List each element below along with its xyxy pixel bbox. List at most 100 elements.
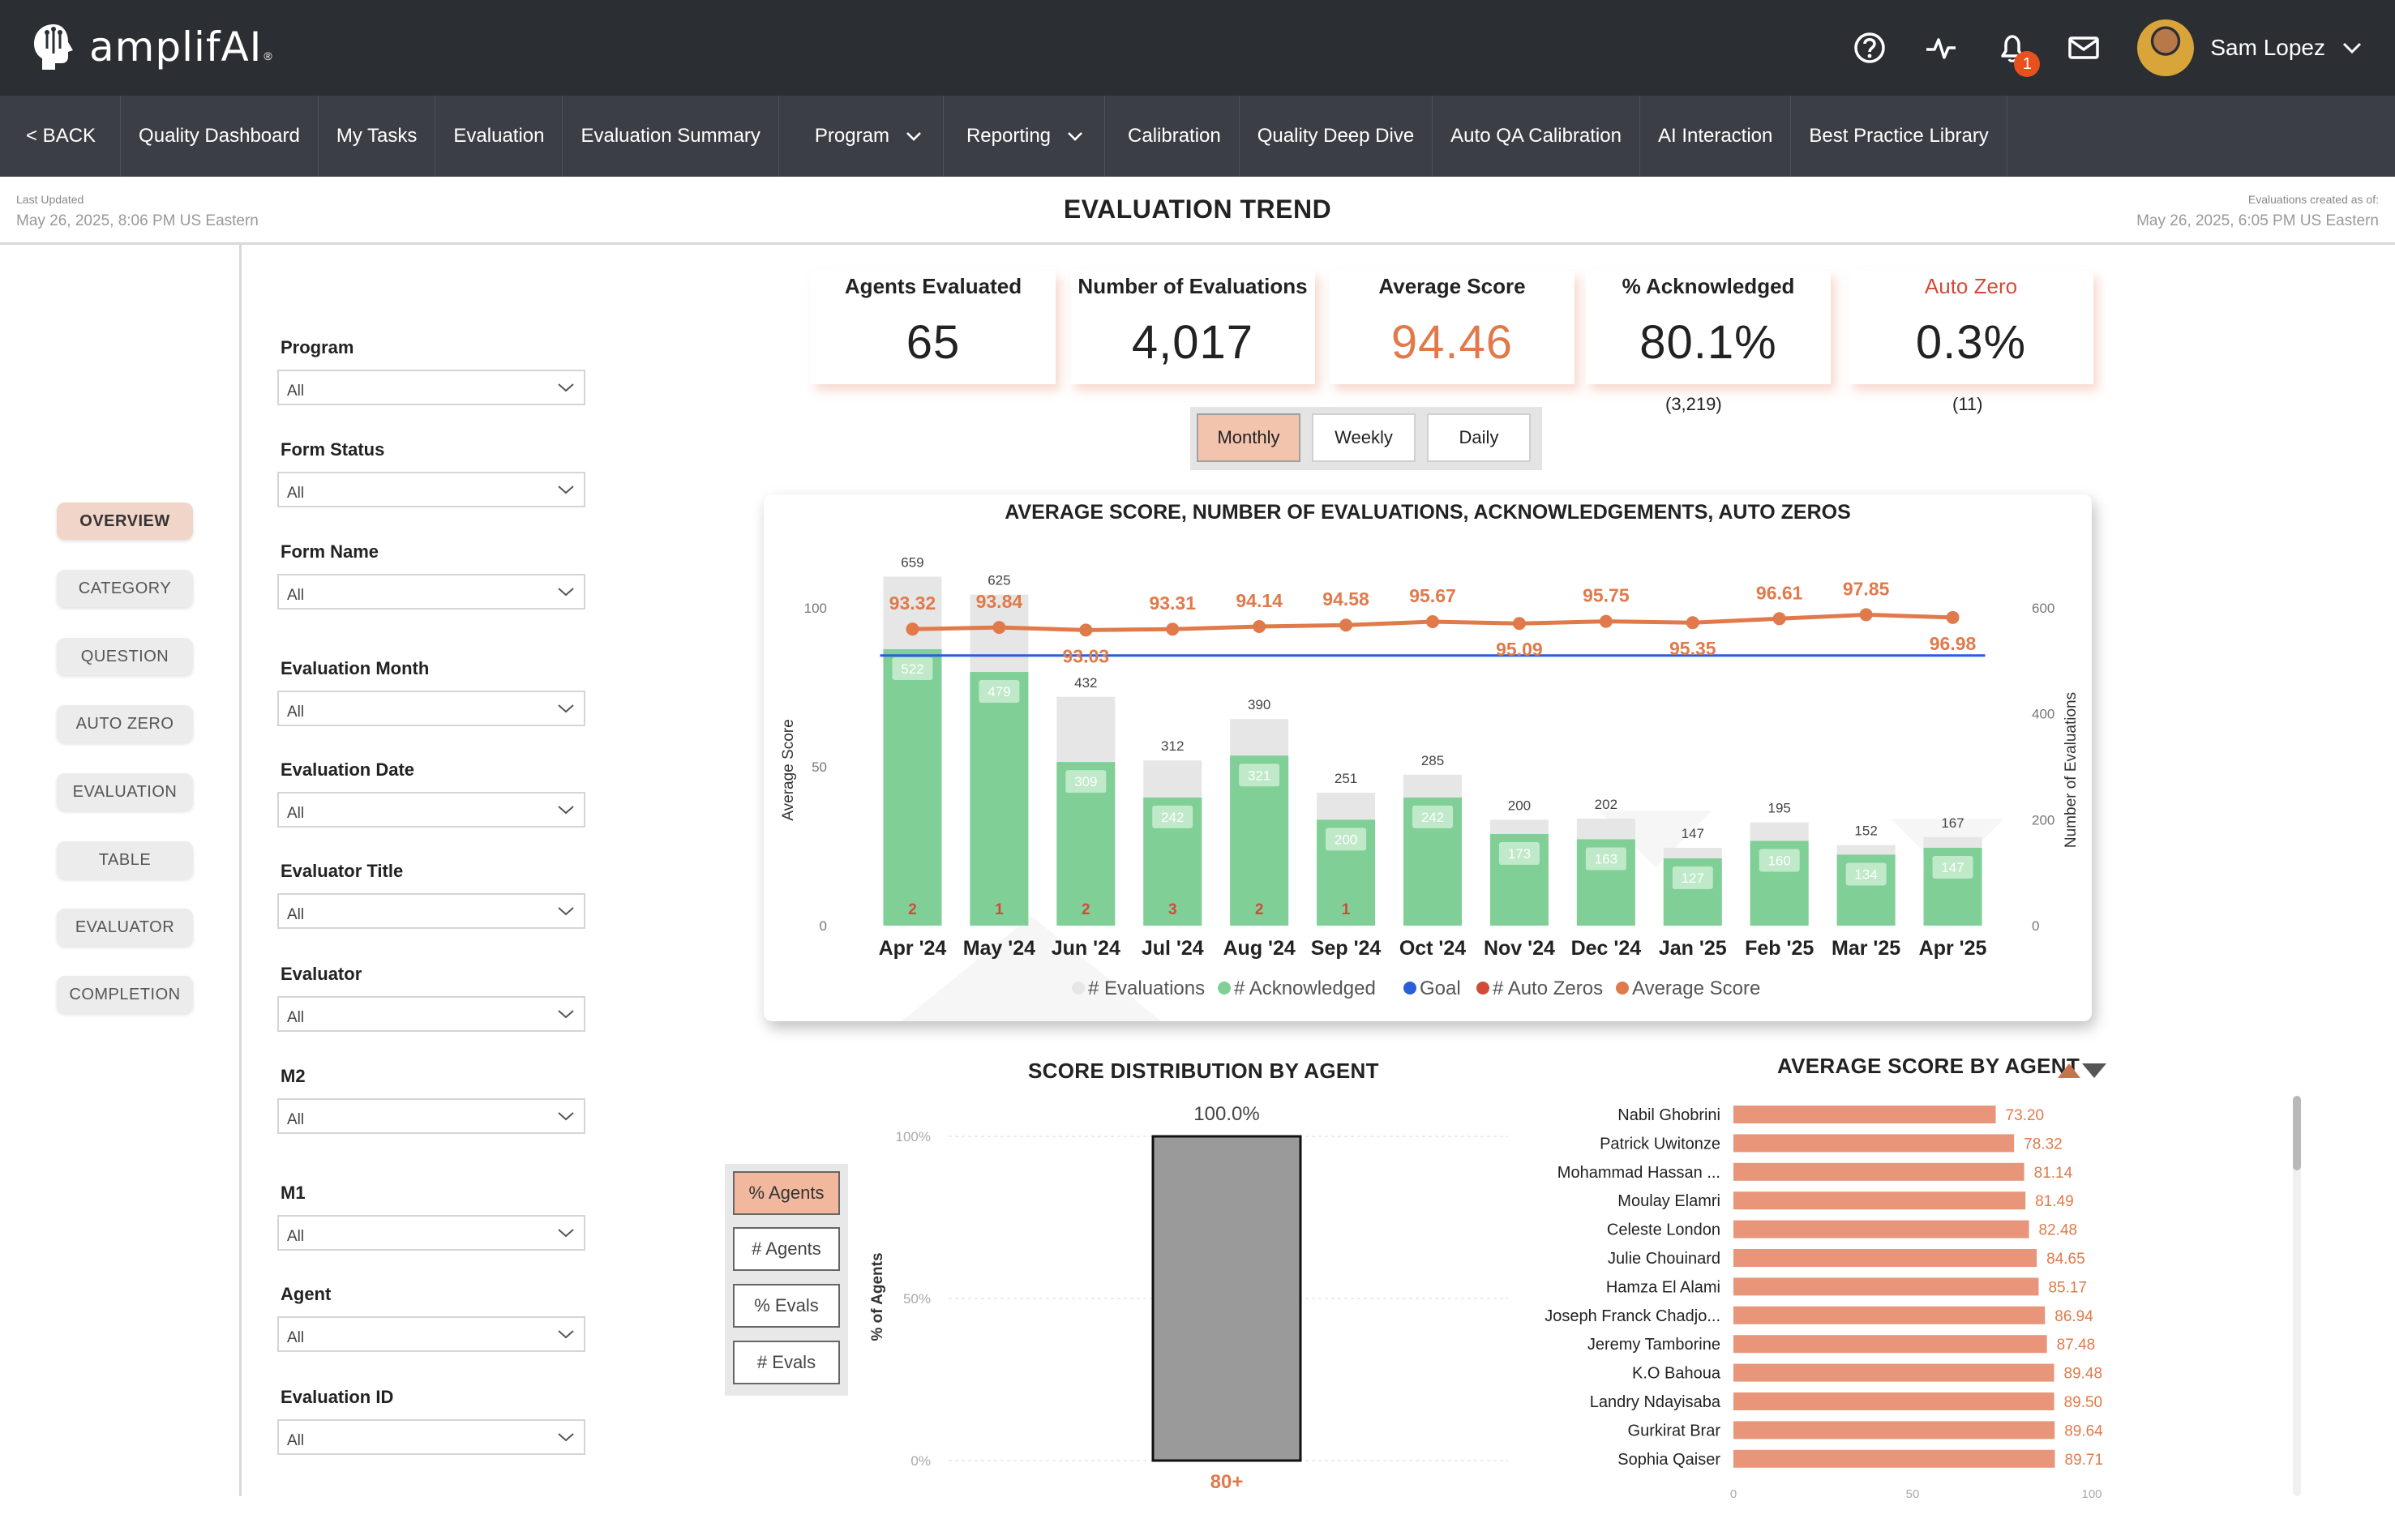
notification-bell-icon[interactable]: 1: [1994, 30, 2041, 77]
sidebar-item-table[interactable]: TABLE: [57, 841, 193, 879]
agent-name-label: Nabil Ghobrini: [1617, 1106, 1720, 1124]
nav-my-tasks[interactable]: My Tasks: [319, 96, 436, 177]
y2-tick-label: 400: [2032, 707, 2054, 722]
average-score-data-label: 96.98: [1930, 633, 1977, 654]
kpi-number-of-evaluations: Number of Evaluations 4,017: [1070, 271, 1315, 384]
nav-ai-interaction[interactable]: AI Interaction: [1640, 96, 1792, 177]
filter-select-agent[interactable]: All: [277, 1316, 585, 1352]
acknowledged-label-box: [1845, 862, 1887, 886]
filter-select-program[interactable]: All: [277, 370, 585, 405]
sidebar-item-overview[interactable]: OVERVIEW: [57, 503, 193, 540]
agent-score-data-label: 89.48: [2064, 1366, 2103, 1383]
sidebar-item-completion[interactable]: COMPLETION: [57, 976, 193, 1013]
acknowledged-data-label: 163: [1595, 852, 1617, 867]
nav-evaluation[interactable]: Evaluation: [435, 96, 563, 177]
user-menu[interactable]: Sam Lopez: [2137, 19, 2363, 76]
average-score-point: [1772, 612, 1786, 626]
back-link[interactable]: < BACK: [0, 96, 122, 177]
count-evals-button[interactable]: # Evals: [733, 1341, 840, 1384]
agent-name-label: Julie Chouinard: [1608, 1250, 1720, 1268]
count-agents-button[interactable]: # Agents: [733, 1227, 840, 1271]
agent-score-data-label: 81.49: [2035, 1193, 2074, 1210]
evaluations-data-label: 390: [1248, 697, 1270, 712]
weekly-button[interactable]: Weekly: [1312, 413, 1416, 462]
top-bar: amplifAI ® 1 Sam Lopez: [0, 0, 2395, 96]
chevron-down-icon: [1068, 132, 1082, 141]
evaluations-data-label: 195: [1768, 801, 1791, 816]
average-score-point: [1166, 622, 1180, 636]
nav-reporting[interactable]: Reporting: [944, 96, 1106, 177]
average-score-point: [1339, 618, 1353, 632]
filter-select-m2[interactable]: All: [277, 1098, 585, 1134]
agent-score-data-label: 87.48: [2057, 1337, 2096, 1354]
average-score-data-label: 96.61: [1756, 582, 1803, 603]
acknowledged-label-box: [1932, 855, 1973, 879]
acknowledged-label-box: [1326, 828, 1367, 851]
agent-score-data-label: 86.94: [2054, 1308, 2093, 1325]
percent-agents-button[interactable]: % Agents: [733, 1171, 840, 1215]
x-tick-label: 100: [2081, 1487, 2102, 1501]
auto-zero-data-label: 2: [1255, 901, 1264, 918]
y2-axis-title: Number of Evaluations: [2063, 692, 2080, 848]
average-score-point: [1253, 619, 1266, 633]
percent-evals-button[interactable]: % Evals: [733, 1284, 840, 1328]
nav-calibration[interactable]: Calibration: [1105, 96, 1240, 177]
nav-quality-deep-dive[interactable]: Quality Deep Dive: [1240, 96, 1433, 177]
acknowledged-label-box: [1759, 849, 1800, 872]
sidebar-item-auto-zero[interactable]: AUTO ZERO: [57, 705, 193, 742]
filter-select-evaluation-id[interactable]: All: [277, 1419, 585, 1455]
nav-evaluation-summary[interactable]: Evaluation Summary: [563, 96, 779, 177]
filter-select-m1[interactable]: All: [277, 1215, 585, 1251]
chevron-down-icon: [558, 383, 574, 392]
brand-logo[interactable]: amplifAI ®: [31, 21, 272, 73]
filter-select-evaluator-title[interactable]: All: [277, 893, 585, 929]
acknowledged-label-box: [892, 657, 933, 680]
average-score-data-label: 94.14: [1236, 590, 1283, 611]
agent-score-data-label: 89.71: [2065, 1452, 2104, 1469]
filter-select-form-name[interactable]: All: [277, 574, 585, 610]
activity-icon[interactable]: [1923, 30, 1959, 66]
filter-select-form-status[interactable]: All: [277, 472, 585, 507]
notification-badge: 1: [2014, 51, 2041, 77]
filter-select-evaluation-date[interactable]: All: [277, 792, 585, 828]
evaluations-data-label: 659: [901, 554, 923, 570]
nav-program[interactable]: Program: [779, 96, 944, 177]
agent-score-bar: [1733, 1191, 2026, 1210]
period-toggle: Monthly Weekly Daily: [1190, 407, 1542, 470]
sort-descending-icon[interactable]: [2082, 1063, 2106, 1078]
help-icon[interactable]: [1852, 30, 1887, 66]
filter-select-evaluation-month[interactable]: All: [277, 691, 585, 726]
auto-zero-data-label: 3: [1168, 901, 1177, 918]
x-tick-label: Jul '24: [1142, 937, 1204, 960]
average-score-point: [992, 621, 1006, 635]
sidebar-item-category[interactable]: CATEGORY: [57, 570, 193, 607]
filter-label-program: Program: [281, 337, 354, 357]
nav-quality-dashboard[interactable]: Quality Dashboard: [121, 96, 319, 177]
y-tick-label: 50: [812, 759, 827, 775]
nav-auto-qa-calibration[interactable]: Auto QA Calibration: [1433, 96, 1640, 177]
agent-list-scrollbar[interactable]: [2293, 1096, 2301, 1496]
y-tick-label: 100: [804, 601, 827, 616]
legend-marker: [1476, 982, 1489, 995]
x-tick-label: Apr '25: [1919, 937, 1987, 960]
sidebar-item-question[interactable]: QUESTION: [57, 638, 193, 675]
x-tick-label: Apr '24: [879, 937, 947, 960]
daily-button[interactable]: Daily: [1427, 413, 1531, 462]
sidebar-item-evaluation[interactable]: EVALUATION: [57, 773, 193, 811]
filter-select-evaluator[interactable]: All: [277, 996, 585, 1032]
evaluations-data-label: 625: [988, 573, 1010, 588]
agent-score-data-label: 89.64: [2064, 1422, 2103, 1439]
distribution-data-label: 100.0%: [1193, 1103, 1259, 1125]
sort-ascending-icon[interactable]: [2058, 1063, 2080, 1078]
chevron-down-icon: [558, 704, 574, 713]
monthly-button[interactable]: Monthly: [1197, 413, 1300, 462]
nav-best-practice-library[interactable]: Best Practice Library: [1791, 96, 2007, 177]
mail-icon[interactable]: [2066, 30, 2102, 66]
agent-score-bar: [1733, 1249, 2037, 1267]
last-updated-label: Last Updated: [16, 193, 84, 206]
auto-zero-data-label: 1: [995, 901, 1004, 918]
sidebar-item-evaluator[interactable]: EVALUATOR: [57, 909, 193, 946]
acknowledged-data-label: 200: [1335, 832, 1357, 847]
filter-label-form-name: Form Name: [281, 541, 379, 562]
scrollbar-thumb[interactable]: [2293, 1096, 2301, 1170]
